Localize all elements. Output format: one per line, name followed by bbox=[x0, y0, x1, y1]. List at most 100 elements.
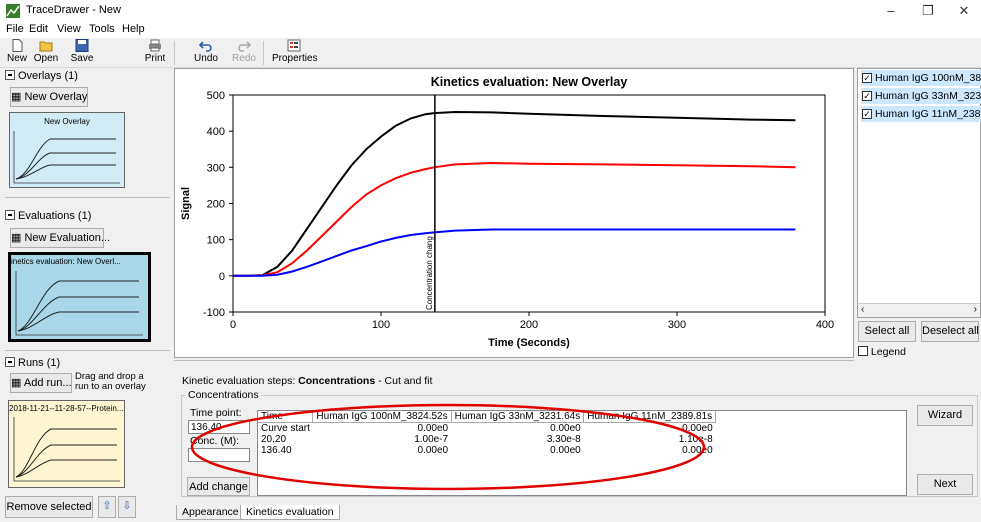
properties-icon bbox=[287, 39, 301, 52]
y-tick-label: -100 bbox=[203, 307, 225, 319]
move-down-icon[interactable]: ⇩ bbox=[118, 496, 136, 518]
checkbox-unchecked-icon[interactable] bbox=[858, 346, 868, 356]
restore-icon[interactable]: ❐ bbox=[922, 3, 934, 18]
overlay-thumbnail[interactable]: New Overlay bbox=[9, 112, 125, 188]
menu-help[interactable]: Help bbox=[122, 23, 145, 35]
evaluations-header[interactable]: Evaluations (1) bbox=[5, 210, 169, 224]
chart-splitter[interactable] bbox=[174, 360, 854, 364]
table-row[interactable]: 20.20 1.00e-7 3.30e-8 1.10e-8 bbox=[258, 434, 716, 445]
y-tick-label: 0 bbox=[219, 271, 225, 283]
properties-button[interactable]: Properties bbox=[272, 38, 318, 68]
close-icon[interactable]: ✕ bbox=[958, 3, 970, 18]
table-cell[interactable]: 1.00e-7 bbox=[414, 434, 449, 445]
add-run-hint: Drag and drop a run to an overlay bbox=[75, 371, 146, 392]
concentrations-table[interactable]: Time Human IgG 100nM_3824.52s Human IgG … bbox=[257, 410, 907, 496]
collapse-icon[interactable] bbox=[5, 357, 15, 367]
print-icon bbox=[149, 39, 161, 52]
checkbox-checked-icon[interactable]: ✓ bbox=[862, 73, 872, 83]
column-header-33nm[interactable]: Human IgG 33nM_3231.64s bbox=[451, 411, 585, 423]
table-cell[interactable]: 0.00e0 bbox=[550, 423, 581, 434]
horizontal-scrollbar[interactable]: ‹ › bbox=[858, 303, 980, 317]
window-title: TraceDrawer - New bbox=[26, 4, 121, 16]
tab-bar: Appearance Kinetics evaluation bbox=[174, 505, 474, 522]
runs-header[interactable]: Runs (1) bbox=[5, 357, 169, 371]
table-cell[interactable]: Curve start bbox=[261, 423, 310, 434]
tab-appearance[interactable]: Appearance bbox=[176, 505, 245, 520]
redo-icon bbox=[238, 41, 251, 52]
legend-toggle[interactable]: Legend bbox=[858, 346, 906, 358]
table-cell[interactable]: 0.00e0 bbox=[417, 445, 449, 456]
table-cell[interactable]: 0.00e0 bbox=[682, 445, 713, 456]
y-tick-label: 300 bbox=[207, 162, 225, 174]
save-button[interactable]: Save bbox=[67, 38, 97, 68]
open-folder-icon bbox=[39, 41, 53, 52]
undo-button[interactable]: Undo bbox=[192, 38, 220, 68]
minimize-icon[interactable]: – bbox=[887, 3, 895, 18]
table-cell[interactable]: 3.30e-8 bbox=[546, 434, 581, 445]
move-up-icon[interactable]: ⇧ bbox=[98, 496, 116, 518]
new-overlay-button[interactable]: ▦ New Overlay bbox=[10, 87, 88, 107]
next-button[interactable]: Next bbox=[917, 474, 973, 495]
collapse-icon[interactable] bbox=[5, 70, 15, 80]
kinetics-chart[interactable]: Kinetics evaluation: New Overlay -100 0 100… bbox=[175, 69, 853, 357]
wizard-button[interactable]: Wizard bbox=[917, 405, 973, 426]
deselect-all-button[interactable]: Deselect all bbox=[921, 321, 979, 342]
overlays-header[interactable]: Overlays (1) bbox=[5, 70, 169, 84]
table-cell[interactable]: 0.00e0 bbox=[682, 423, 713, 434]
table-row[interactable]: Curve start 0.00e0 0.00e0 0.00e0 bbox=[258, 423, 716, 435]
menu-tools[interactable]: Tools bbox=[89, 23, 115, 35]
scroll-right-icon[interactable]: › bbox=[973, 304, 977, 315]
add-change-button[interactable]: Add change bbox=[187, 477, 250, 496]
table-cell[interactable]: 20.20 bbox=[261, 434, 287, 445]
new-evaluation-button[interactable]: ▦ New Evaluation... bbox=[10, 228, 110, 248]
panel-splitter[interactable] bbox=[5, 197, 170, 201]
table-row[interactable]: 136.40 0.00e0 0.00e0 0.00e0 bbox=[258, 445, 716, 456]
curve-item-33nm[interactable]: ✓Human IgG 33nM_3231.64s bbox=[861, 88, 981, 104]
x-tick-label: 300 bbox=[668, 319, 686, 331]
x-tick-label: 200 bbox=[520, 319, 538, 331]
remove-selected-button[interactable]: Remove selected bbox=[5, 496, 93, 518]
run-thumbnail-plot bbox=[13, 417, 120, 482]
new-button[interactable]: New bbox=[5, 38, 29, 68]
table-cell[interactable]: 0.00e0 bbox=[550, 445, 581, 456]
checkbox-checked-icon[interactable]: ✓ bbox=[862, 91, 872, 101]
title-bar: TraceDrawer - New – ❐ ✕ bbox=[0, 0, 981, 22]
step-cut-and-fit[interactable]: Cut and fit bbox=[384, 375, 433, 387]
plot-frame bbox=[232, 94, 826, 313]
menu-edit[interactable]: Edit bbox=[29, 23, 48, 35]
new-file-icon bbox=[12, 39, 23, 52]
panel-splitter[interactable] bbox=[5, 350, 170, 354]
scroll-left-icon[interactable]: ‹ bbox=[861, 304, 865, 315]
highlight-ellipse bbox=[190, 403, 706, 491]
select-all-button[interactable]: Select all bbox=[858, 321, 916, 342]
curve-item-11nm[interactable]: ✓Human IgG 11nM_2389.81s bbox=[861, 106, 981, 122]
step-concentrations[interactable]: Concentrations bbox=[298, 375, 376, 387]
concentration-change-label: Concentration chang bbox=[425, 236, 434, 310]
table-cell[interactable]: 136.40 bbox=[261, 445, 292, 456]
open-button[interactable]: Open bbox=[30, 38, 62, 68]
evaluation-thumbnail[interactable]: inetics evaluation: New Overl... bbox=[8, 252, 151, 342]
menu-view[interactable]: View bbox=[57, 23, 81, 35]
save-icon bbox=[75, 39, 89, 52]
redo-button[interactable]: Redo bbox=[230, 38, 258, 68]
table-cell[interactable]: 1.10e-8 bbox=[678, 434, 713, 445]
collapse-icon[interactable] bbox=[5, 210, 15, 220]
column-header-100nm[interactable]: Human IgG 100nM_3824.52s bbox=[312, 411, 452, 423]
add-run-button[interactable]: ▦ Add run... bbox=[10, 373, 72, 393]
y-axis-label: Signal bbox=[180, 187, 192, 220]
x-tick-label: 100 bbox=[372, 319, 390, 331]
y-tick-label: 400 bbox=[207, 126, 225, 138]
print-button[interactable]: Print bbox=[140, 38, 170, 68]
concentrations-group-label: Concentrations bbox=[186, 389, 261, 401]
app-icon bbox=[6, 4, 20, 18]
overlay-curve-list: ✓Human IgG 100nM_3824.52s ✓Human IgG 33n… bbox=[857, 68, 981, 318]
checkbox-checked-icon[interactable]: ✓ bbox=[862, 109, 872, 119]
run-thumbnail[interactable]: 2018-11-21--11-28-57--Protein... bbox=[8, 400, 125, 488]
curve-item-100nm[interactable]: ✓Human IgG 100nM_3824.52s bbox=[861, 70, 981, 86]
table-cell[interactable]: 0.00e0 bbox=[417, 423, 449, 434]
menu-file[interactable]: File bbox=[6, 23, 24, 35]
series-line-3 bbox=[233, 228, 796, 277]
tab-kinetics-evaluation[interactable]: Kinetics evaluation bbox=[240, 505, 340, 520]
menu-bar: File Edit View Tools Help bbox=[0, 22, 981, 38]
x-axis-label: Time (Seconds) bbox=[488, 337, 570, 349]
